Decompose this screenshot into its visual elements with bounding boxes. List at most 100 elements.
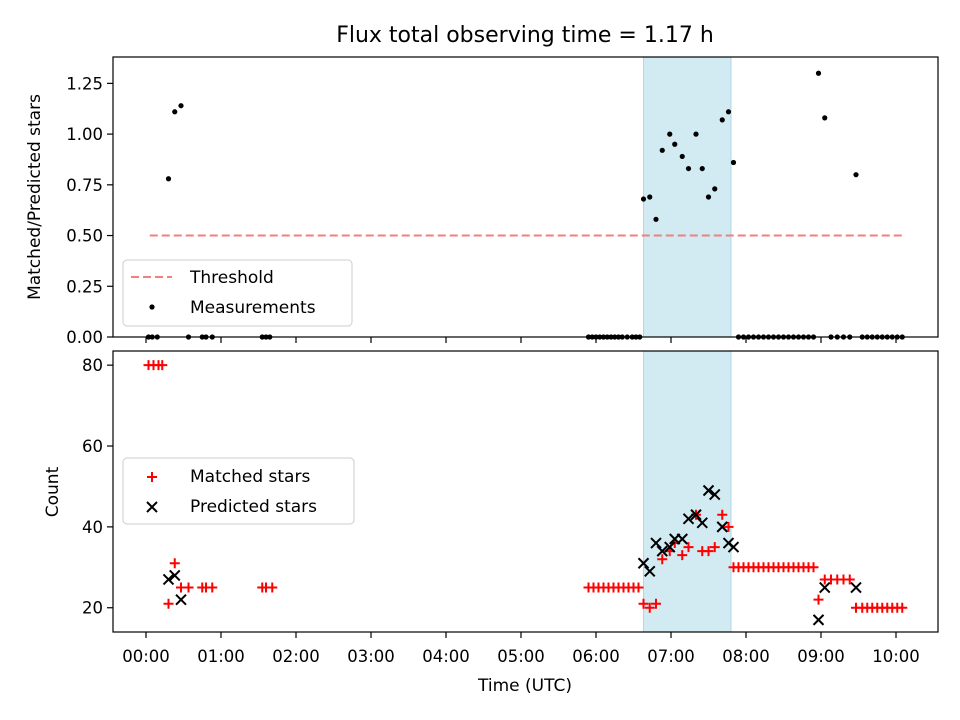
y-tick-label: 0.50 [66, 227, 103, 246]
measurement-point [822, 115, 828, 121]
legend-matched-label: Matched stars [190, 467, 310, 487]
predicted-star-marker [727, 541, 740, 553]
matched-star-marker [813, 594, 824, 605]
y-tick-label: 80 [82, 356, 103, 375]
bottom-panel: 20 40 60 80 Count Matched stars Predicted st… [43, 350, 939, 638]
x-tick-label: 00:00 [122, 647, 170, 666]
x-tick-label: 09:00 [797, 647, 845, 666]
top-y-axis-label: Matched/Predicted stars [25, 94, 45, 300]
x-tick-label: 10:00 [872, 647, 920, 666]
top-legend: Threshold Measurements [122, 259, 353, 327]
matched-star-marker [844, 574, 855, 585]
x-tick-labels: 00:00 01:00 02:00 03:00 04:00 05:00 06:00 07:00… [122, 647, 920, 666]
y-tick-label: 40 [82, 518, 103, 537]
measurement-point [853, 172, 859, 178]
chart-title: Flux total observing time = 1.17 h [336, 23, 714, 48]
x-tick-label: 05:00 [497, 647, 545, 666]
legend-measurements-label: Measurements [190, 298, 316, 318]
measurement-point [647, 194, 653, 200]
predicted-star-marker [175, 593, 187, 606]
bottom-legend: Matched stars Predicted stars [122, 457, 355, 525]
legend-predicted-swatch [146, 501, 158, 513]
matched-star-marker [808, 562, 819, 573]
matched-star-marker [267, 582, 278, 593]
x-tick-label: 04:00 [422, 647, 470, 666]
legend-threshold-label: Threshold [189, 268, 274, 288]
matched-star-marker [897, 602, 908, 613]
x-tick-label: 06:00 [572, 647, 620, 666]
matched-star-marker [183, 582, 194, 593]
y-tick-label: 1.00 [66, 125, 103, 144]
top-panel: 0.00 0.25 0.50 0.75 1.00 1.25 Matched/Predict… [25, 56, 939, 347]
legend-predicted-label: Predicted stars [190, 497, 317, 517]
predicted-star-marker [702, 484, 715, 497]
measurement-point [725, 109, 732, 115]
matched-star-marker [638, 598, 649, 609]
x-tick-label: 01:00 [197, 647, 245, 666]
highlight-span-rect [643, 56, 732, 338]
predicted-star-marker [162, 573, 175, 586]
matched-star-marker [677, 550, 688, 561]
plot-frame [112, 56, 939, 338]
predicted-star-marker [650, 537, 662, 549]
x-tick-label: 02:00 [272, 647, 320, 666]
matched-star-marker [703, 546, 714, 557]
predicted-star-marker [716, 521, 728, 533]
bottom-y-axis-label: Count [43, 466, 63, 517]
measurement-point [730, 159, 737, 166]
measurement-point [719, 117, 725, 123]
measurement-point [699, 165, 705, 172]
measurement-point [685, 165, 692, 172]
predicted-star-marker [819, 581, 831, 594]
predicted-star-marker [696, 517, 708, 529]
matched-star-marker [657, 554, 668, 565]
x-tick-label: 08:00 [722, 647, 770, 666]
predicted-star-marker [656, 545, 668, 557]
y-tick-label: 60 [82, 437, 103, 456]
y-tick-label: 20 [82, 599, 103, 618]
measurement-point [667, 131, 673, 137]
predicted-star-marker [664, 541, 676, 553]
measurement-point [172, 109, 178, 115]
y-tick-label: 0.75 [66, 176, 103, 195]
predicted-star-marker [169, 569, 181, 582]
matched-star-marker [723, 521, 734, 532]
matched-star-marker [683, 542, 694, 553]
plot-frame [112, 350, 939, 633]
legend-box [122, 259, 353, 327]
measurement-point [178, 103, 184, 109]
highlight-span [643, 56, 732, 338]
matched-star-marker [163, 598, 174, 609]
legend-box [122, 457, 355, 525]
matched-star-marker [169, 558, 180, 569]
predicted-star-marker [644, 565, 656, 578]
matched-star-marker [157, 360, 168, 371]
measurement-point [640, 196, 647, 202]
predicted-star-marker [682, 513, 695, 525]
matched-star-marker [717, 509, 728, 520]
predicted-star-marker [709, 488, 721, 501]
predicted-star-marker [676, 533, 688, 545]
matched-star-marker [644, 602, 655, 613]
legend-matched-swatch [147, 472, 157, 482]
measurement-point [659, 147, 665, 153]
measurement-point [672, 141, 678, 147]
y-tick-label: 0.00 [66, 328, 103, 347]
x-tick-label: 07:00 [647, 647, 695, 666]
predicted-star-marker [812, 614, 825, 626]
y-tick-label: 1.25 [66, 74, 103, 93]
legend-measurement-swatch [149, 304, 155, 310]
x-tick-label: 03:00 [347, 647, 395, 666]
matched-star-marker [651, 598, 661, 609]
measurement-point [705, 194, 712, 200]
y-tick-label: 0.25 [66, 277, 103, 296]
predicted-star-marker [850, 581, 862, 594]
matched-star-marker [709, 542, 720, 553]
measurement-point [653, 216, 659, 222]
predicted-star-marker [637, 557, 650, 569]
x-axis-label: Time (UTC) [477, 676, 572, 696]
measurement-point [165, 176, 172, 182]
measurement-point [712, 186, 718, 192]
predicted-star-marker [690, 509, 702, 521]
